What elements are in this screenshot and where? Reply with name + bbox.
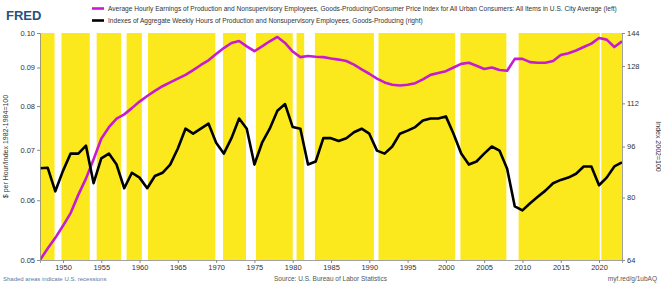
tick-mark (37, 68, 40, 69)
footnote: Shaded areas indicate U.S. recessions (3, 276, 106, 282)
x-tick: 2005 (476, 260, 493, 272)
y2-axis: 64 80 96 112 128 144 (622, 29, 640, 265)
logo: FRED (6, 8, 41, 23)
x-tick: 2010 (515, 260, 532, 272)
y2-tick: 64 (622, 256, 635, 265)
x-axis: 1950 1955 1960 1965 1970 1975 1980 1985 1990 1995… (41, 260, 623, 272)
tick-label: 1985 (323, 263, 340, 272)
x-tick: 1955 (93, 260, 110, 272)
x-tick: 2015 (553, 260, 570, 272)
tick-label: 1965 (170, 263, 187, 272)
x-tick: 1995 (400, 260, 417, 272)
tick-mark (622, 147, 625, 148)
x-tick: 1985 (323, 260, 340, 272)
recession-band (142, 33, 148, 260)
tick-mark (37, 200, 40, 201)
y2-tick: 96 (622, 142, 635, 151)
legend-swatch (92, 7, 104, 10)
y-tick: 0.07 (20, 146, 40, 155)
y2-tick: 112 (622, 99, 639, 108)
tick-mark (37, 150, 40, 151)
tick-mark (622, 33, 625, 34)
legend-label: Indexes of Aggregate Weekly Hours of Pro… (108, 17, 423, 25)
source: Source: U.S. Bureau of Labor Statistics (274, 275, 388, 282)
plot-background (40, 33, 622, 260)
plot-area (40, 33, 622, 260)
recession-band (55, 33, 62, 260)
x-tick: 1950 (55, 260, 72, 272)
tick-label: 144 (627, 29, 640, 38)
tick-label: 96 (627, 142, 635, 151)
legend-label: Average Hourly Earnings of Production an… (108, 5, 617, 13)
y-tick: 0.05 (20, 256, 40, 265)
link: myf.red/g/1ubAQ (608, 275, 657, 283)
tick-mark (37, 33, 40, 34)
tick-label: 0.06 (20, 196, 35, 205)
tick-label: 2000 (438, 263, 455, 272)
x-tick: 1990 (361, 260, 378, 272)
tick-label: 2020 (591, 263, 608, 272)
x-tick: 2000 (438, 260, 455, 272)
y-tick: 0.10 (20, 29, 40, 38)
y-axis: 0.05 0.06 0.07 0.08 0.09 0.10 (20, 29, 40, 265)
tick-label: 0.10 (20, 29, 35, 38)
tick-label: 2015 (553, 263, 570, 272)
tick-mark (622, 198, 625, 199)
x-tick: 1960 (132, 260, 149, 272)
tick-mark (37, 260, 40, 261)
y-tick: 0.09 (20, 63, 40, 72)
tick-label: 2005 (476, 263, 493, 272)
legend-swatch (92, 19, 104, 22)
recession-band (600, 33, 602, 260)
legend: Average Hourly Earnings of Production an… (92, 5, 617, 25)
tick-label: 1960 (132, 263, 149, 272)
tick-mark (37, 106, 40, 107)
tick-label: 0.08 (20, 102, 35, 111)
y-tick: 0.08 (20, 102, 40, 111)
tick-label: 1955 (93, 263, 110, 272)
tick-label: 0.09 (20, 63, 35, 72)
y2-tick: 128 (622, 62, 640, 71)
tick-label: 1990 (361, 263, 378, 272)
tick-mark (622, 66, 625, 67)
series-line (40, 37, 622, 260)
tick-label: 1995 (400, 263, 417, 272)
tick-label: 112 (627, 99, 639, 108)
axis-line (37, 34, 41, 261)
y-tick: 0.06 (20, 196, 40, 205)
chart: 1950 1955 1960 1965 1970 1975 1980 1985 1990 1995… (0, 0, 661, 283)
tick-label: 64 (627, 256, 635, 265)
tick-label: 2010 (515, 263, 532, 272)
x-tick: 1980 (285, 260, 302, 272)
recession-band (90, 33, 97, 260)
tick-label: 1950 (55, 263, 72, 272)
recession-band (304, 33, 315, 260)
tick-label: 1975 (247, 263, 264, 272)
y2-axis-title: Index 2002=100 (655, 121, 661, 172)
y2-tick: 144 (622, 29, 640, 38)
recession-band (293, 33, 297, 260)
x-tick: 2020 (591, 260, 608, 272)
tick-mark (622, 103, 625, 104)
tick-label: 0.05 (20, 256, 35, 265)
x-tick: 1965 (170, 260, 187, 272)
x-tick: 1970 (208, 260, 225, 272)
tick-label: 1970 (208, 263, 225, 272)
y-axis-title: $ per Hour/Index 1982-1984=100 (2, 95, 10, 198)
tick-label: 128 (627, 62, 640, 71)
recession-band (121, 33, 126, 260)
tick-label: 0.07 (20, 146, 35, 155)
tick-label: 80 (627, 193, 635, 202)
y2-tick: 80 (622, 193, 635, 202)
tick-label: 1980 (285, 263, 302, 272)
tick-mark (622, 260, 625, 261)
axis-line (623, 34, 626, 261)
series-line (40, 104, 622, 210)
x-tick: 1975 (247, 260, 264, 272)
